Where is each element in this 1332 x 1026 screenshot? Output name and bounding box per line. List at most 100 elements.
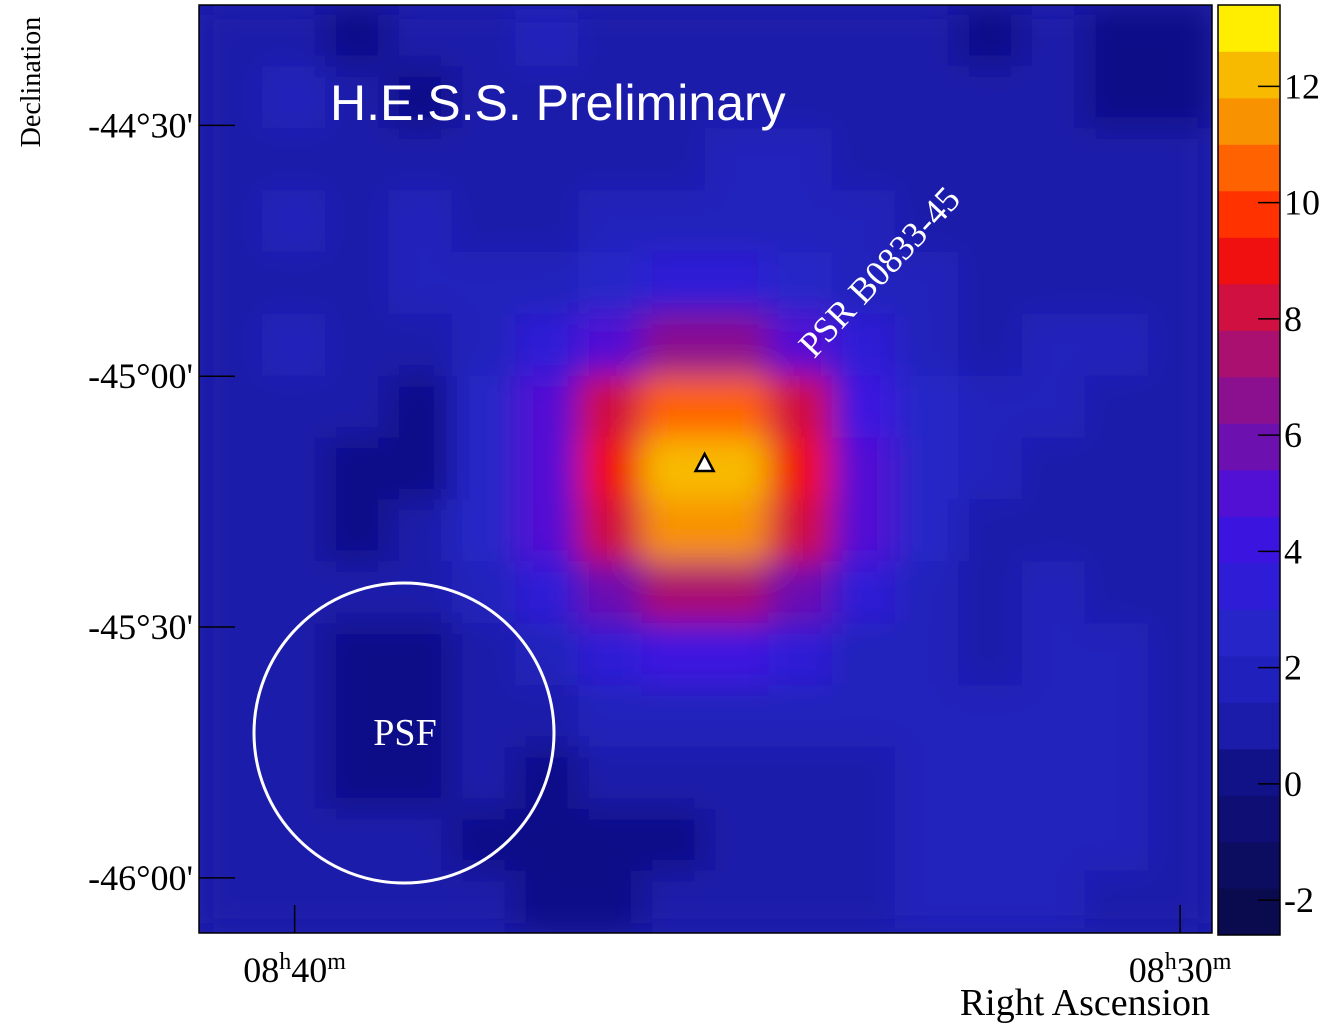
plot-frame	[198, 4, 1213, 934]
heatmap-cell	[578, 808, 643, 872]
heatmap-cell	[451, 870, 517, 933]
heatmap-cell	[1084, 128, 1150, 192]
heatmap-cell	[451, 190, 517, 253]
heatmap-cell	[578, 251, 643, 315]
heatmap-cell	[705, 499, 770, 563]
heatmap-cell	[261, 746, 327, 810]
heatmap-cell	[705, 746, 770, 810]
heatmap-cell	[894, 499, 960, 563]
heatmap-cell	[451, 499, 517, 563]
heatmap-cell	[1021, 685, 1086, 748]
colorbar-band	[1218, 655, 1280, 703]
heatmap-cell	[451, 808, 517, 872]
colorbar-band	[1218, 4, 1280, 52]
heatmap-cell	[768, 870, 833, 933]
heatmap-cell	[578, 685, 643, 748]
heatmap-cell	[1084, 499, 1150, 563]
heatmap-cell	[1021, 437, 1086, 501]
heatmap-cell	[831, 685, 896, 748]
heatmap-cell	[831, 746, 896, 810]
heatmap-cell	[641, 128, 706, 192]
heatmap-cell	[451, 746, 517, 810]
heatmap-cell	[199, 5, 263, 68]
heatmap-cell	[641, 685, 706, 748]
heatmap-cell	[515, 375, 580, 439]
heatmap-cell	[515, 561, 580, 625]
heatmap-cell	[199, 313, 263, 377]
heatmap-cell	[1148, 499, 1212, 563]
heatmap-cell	[641, 5, 706, 68]
heatmap-cell	[388, 561, 453, 625]
heatmap-cell	[958, 623, 1023, 687]
heatmap-cell	[325, 66, 390, 130]
heatmap-cell	[641, 251, 706, 315]
heatmap-cell	[388, 5, 453, 68]
heatmap-cell	[578, 870, 643, 933]
heatmap-cell	[958, 313, 1023, 377]
heatmap-cell	[388, 808, 453, 872]
y-tick-label: -46°00'	[88, 858, 193, 898]
heatmap-cell	[768, 499, 833, 563]
heatmap-cell	[1148, 190, 1212, 253]
heatmap-cell	[325, 190, 390, 253]
heatmap-cell	[578, 561, 643, 625]
heatmap-cell	[705, 66, 770, 130]
heatmap-cell	[199, 128, 263, 192]
heatmap-cell	[1148, 685, 1212, 748]
heatmap-cell	[261, 5, 327, 68]
heatmap-cell	[705, 313, 770, 377]
heatmap-cell	[388, 313, 453, 377]
heatmap-cell	[578, 5, 643, 68]
heatmap-cell	[768, 623, 833, 687]
colorbar-frame	[1217, 4, 1281, 936]
heatmap-cell	[641, 190, 706, 253]
heatmap-cell	[388, 437, 453, 501]
heatmap-cell	[641, 746, 706, 810]
colorbar-tick-label: 12	[1284, 66, 1320, 106]
heatmap-cell	[515, 685, 580, 748]
heatmap-cell	[1084, 623, 1150, 687]
heatmap-cell	[1084, 190, 1150, 253]
heatmap-cell	[515, 251, 580, 315]
heatmap-cell	[199, 190, 263, 253]
heatmap-cell	[641, 313, 706, 377]
heatmap-cell	[199, 870, 263, 933]
heatmap-cell	[831, 808, 896, 872]
heatmap-cell	[578, 66, 643, 130]
heatmap-cell	[388, 499, 453, 563]
heatmap-cell	[1084, 808, 1150, 872]
heatmap-cell	[578, 128, 643, 192]
heatmap-cell	[1084, 5, 1150, 68]
colorbar-band	[1218, 469, 1280, 517]
heatmap-cell	[831, 251, 896, 315]
heatmap-cell	[705, 561, 770, 625]
heatmap-cell	[261, 685, 327, 748]
heatmap-cell	[199, 375, 263, 439]
heatmap-cell	[451, 375, 517, 439]
heatmap-cell	[768, 746, 833, 810]
heatmap-cell	[451, 66, 517, 130]
heatmap-cell	[451, 437, 517, 501]
heatmap-cell	[894, 128, 960, 192]
heatmap-cell	[325, 746, 390, 810]
heatmap-cell	[515, 190, 580, 253]
heatmap-cell	[958, 685, 1023, 748]
heatmap-cell	[451, 5, 517, 68]
heatmap-cell	[1084, 870, 1150, 933]
colorbar-band	[1218, 795, 1280, 843]
heatmap-cell	[705, 375, 770, 439]
heatmap-cell	[325, 437, 390, 501]
y-tick-label: -45°00'	[88, 356, 193, 396]
heatmap-cell	[388, 870, 453, 933]
heatmap-cell	[451, 561, 517, 625]
heatmap-cell	[325, 561, 390, 625]
heatmap-cell	[768, 561, 833, 625]
psf-circle	[252, 581, 556, 885]
colorbar-tick-label: 8	[1284, 299, 1302, 339]
heatmap-cell	[958, 499, 1023, 563]
heatmap-cell	[1084, 561, 1150, 625]
heatmap-cell	[831, 870, 896, 933]
heatmap-cell	[768, 66, 833, 130]
heatmap-cell	[388, 375, 453, 439]
heatmap-cell	[515, 128, 580, 192]
